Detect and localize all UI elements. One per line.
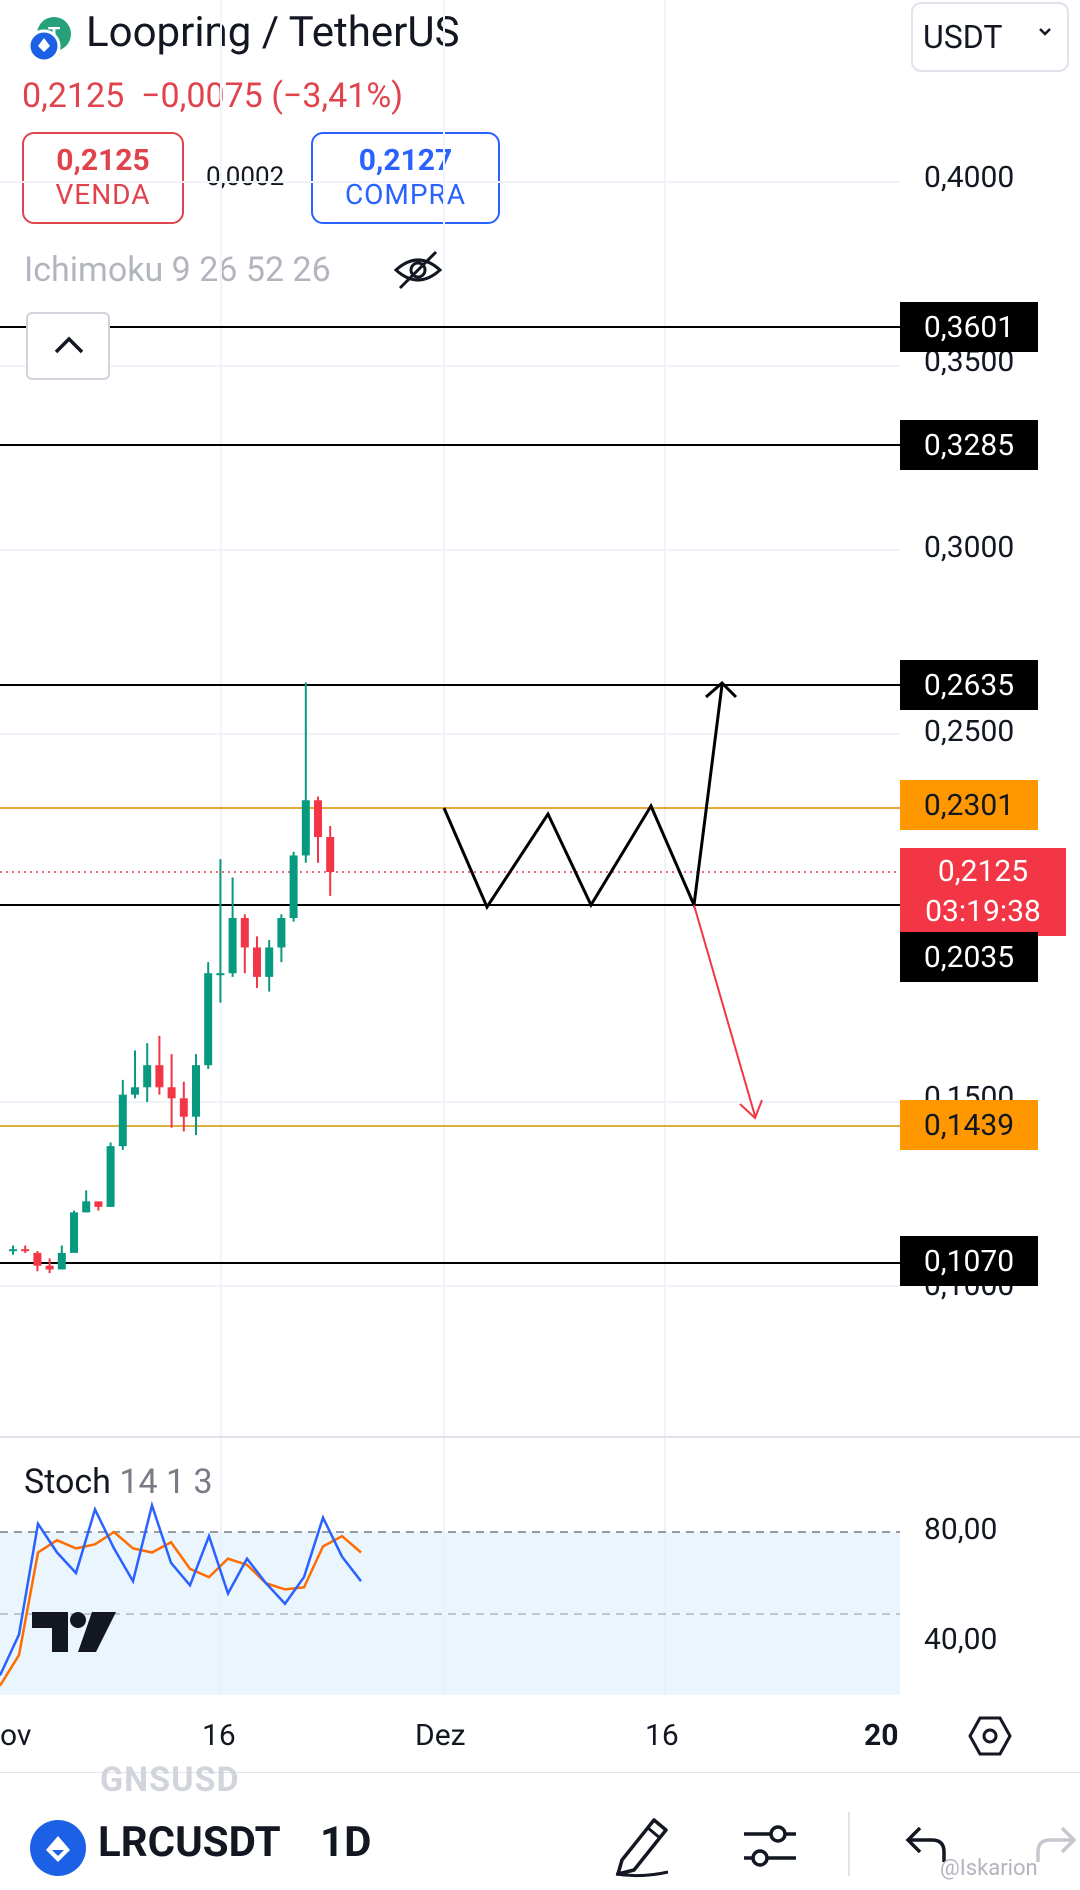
buy-label: COMPRA xyxy=(344,178,467,211)
candle-body xyxy=(192,1065,200,1117)
level-tag-1439[interactable]: 0,1439 xyxy=(900,1100,1038,1150)
stoch-d-line xyxy=(0,1530,362,1687)
bar-countdown: 03:19:38 xyxy=(925,894,1041,929)
bottom-toolbar xyxy=(0,1772,1080,1890)
time-axis-label: Dez xyxy=(415,1718,466,1753)
watermark-text: @Iskarion xyxy=(940,1856,1038,1881)
current-price-value: 0,2125 xyxy=(937,854,1029,889)
down-projection-arrow[interactable] xyxy=(693,904,756,1117)
undo-icon[interactable] xyxy=(902,1822,948,1872)
indicators-sliders-icon[interactable] xyxy=(740,1818,800,1878)
down-arrow-head-icon xyxy=(739,1099,763,1120)
symbol-button[interactable]: LRCUSDT xyxy=(98,1818,281,1867)
time-axis-label: 20 xyxy=(864,1718,899,1753)
chevron-down-icon xyxy=(1039,28,1051,36)
time-axis-label: 16 xyxy=(645,1718,679,1753)
candle-body xyxy=(326,837,335,872)
level-tag-3601[interactable]: 0,3601 xyxy=(900,302,1038,352)
toolbar-divider xyxy=(848,1812,850,1876)
ichimoku-legend[interactable]: Ichimoku 9 26 52 26 xyxy=(24,250,331,290)
sell-button[interactable]: 0,2125 VENDA xyxy=(22,132,184,224)
projection-zigzag[interactable] xyxy=(442,684,724,911)
spread-value: 0,0002 xyxy=(206,162,285,192)
price-axis-label: 0,3000 xyxy=(924,530,1015,565)
buy-button[interactable]: 0,2127 COMPRA xyxy=(311,132,500,224)
stoch-axis-label: 80,00 xyxy=(924,1512,998,1547)
candle-body xyxy=(265,947,274,977)
candle-body xyxy=(204,973,213,1066)
candle-body xyxy=(106,1146,115,1207)
candle-body xyxy=(82,1201,91,1213)
candle-body xyxy=(70,1212,78,1253)
stoch-name: Stoch xyxy=(24,1462,111,1502)
level-tag-2035[interactable]: 0,2035 xyxy=(900,932,1038,982)
last-price: 0,2125 xyxy=(22,76,125,116)
price-change: 0,2125 −0,0075 (−3,41%) xyxy=(22,76,403,116)
change-value: −0,0075 xyxy=(141,76,263,116)
level-tag-2301[interactable]: 0,2301 xyxy=(900,780,1038,830)
drawing-pen-icon[interactable] xyxy=(612,1812,672,1882)
candle-body xyxy=(179,1098,188,1117)
candle-body xyxy=(301,800,310,856)
change-percent: (−3,41%) xyxy=(271,76,404,116)
level-tag-1070[interactable]: 0,1070 xyxy=(900,1236,1038,1286)
candle-body xyxy=(143,1065,152,1088)
candle-body xyxy=(57,1252,66,1270)
candles xyxy=(9,682,335,1274)
candle-body xyxy=(240,918,249,948)
up-arrow-head-icon xyxy=(705,680,738,699)
candle-body xyxy=(155,1065,164,1088)
price-axis-label: 0,4000 xyxy=(924,160,1015,195)
time-axis-label: ov xyxy=(0,1718,32,1753)
current-price-tag: 0,2125 03:19:38 xyxy=(900,848,1066,936)
stoch-k-line xyxy=(0,1500,362,1677)
loopring-coin-icon xyxy=(30,1820,86,1880)
candle-body xyxy=(167,1087,176,1099)
sell-label: VENDA xyxy=(55,178,151,211)
candle-body xyxy=(216,973,225,976)
stoch-params: 14 1 3 xyxy=(119,1462,213,1502)
stoch-axis-label: 40,00 xyxy=(924,1622,998,1657)
candle-body xyxy=(228,918,237,974)
sell-price: 0,2125 xyxy=(56,143,150,178)
symbol-title[interactable]: Loopring / TetherUS xyxy=(86,8,460,57)
candle-body xyxy=(314,800,322,838)
candle-body xyxy=(131,1087,139,1095)
chart-settings-hexagon-icon[interactable] xyxy=(968,1714,1012,1762)
level-tag-2635[interactable]: 0,2635 xyxy=(900,660,1038,710)
candle-body xyxy=(33,1252,42,1266)
currency-label: USDT xyxy=(923,18,1003,56)
time-axis-label: 16 xyxy=(202,1718,236,1753)
chart-grid xyxy=(0,0,900,1695)
currency-select[interactable]: USDT xyxy=(911,2,1069,72)
level-tag-3285[interactable]: 0,3285 xyxy=(900,420,1038,470)
chevron-up-icon xyxy=(54,336,84,354)
stoch-legend[interactable]: Stoch 14 1 3 xyxy=(24,1462,213,1502)
tether-logo-icon: T xyxy=(24,14,74,64)
ghost-symbol: GNSUSD xyxy=(100,1760,240,1800)
buy-price: 0,2127 xyxy=(358,143,453,178)
redo-icon[interactable] xyxy=(1034,1822,1080,1872)
candle-body xyxy=(21,1249,30,1252)
candle-body xyxy=(9,1249,17,1252)
candle-body xyxy=(45,1265,54,1270)
tradingview-logo-icon[interactable] xyxy=(30,1608,120,1660)
candle-body xyxy=(118,1094,127,1147)
collapse-button[interactable] xyxy=(26,312,110,380)
candle-body xyxy=(289,855,298,918)
candle-body xyxy=(253,947,261,977)
candle-body xyxy=(277,918,286,948)
price-axis-label: 0,2500 xyxy=(924,714,1015,749)
candle-body xyxy=(94,1201,103,1207)
interval-button[interactable]: 1D xyxy=(320,1818,372,1867)
hide-eye-icon[interactable] xyxy=(392,248,444,292)
